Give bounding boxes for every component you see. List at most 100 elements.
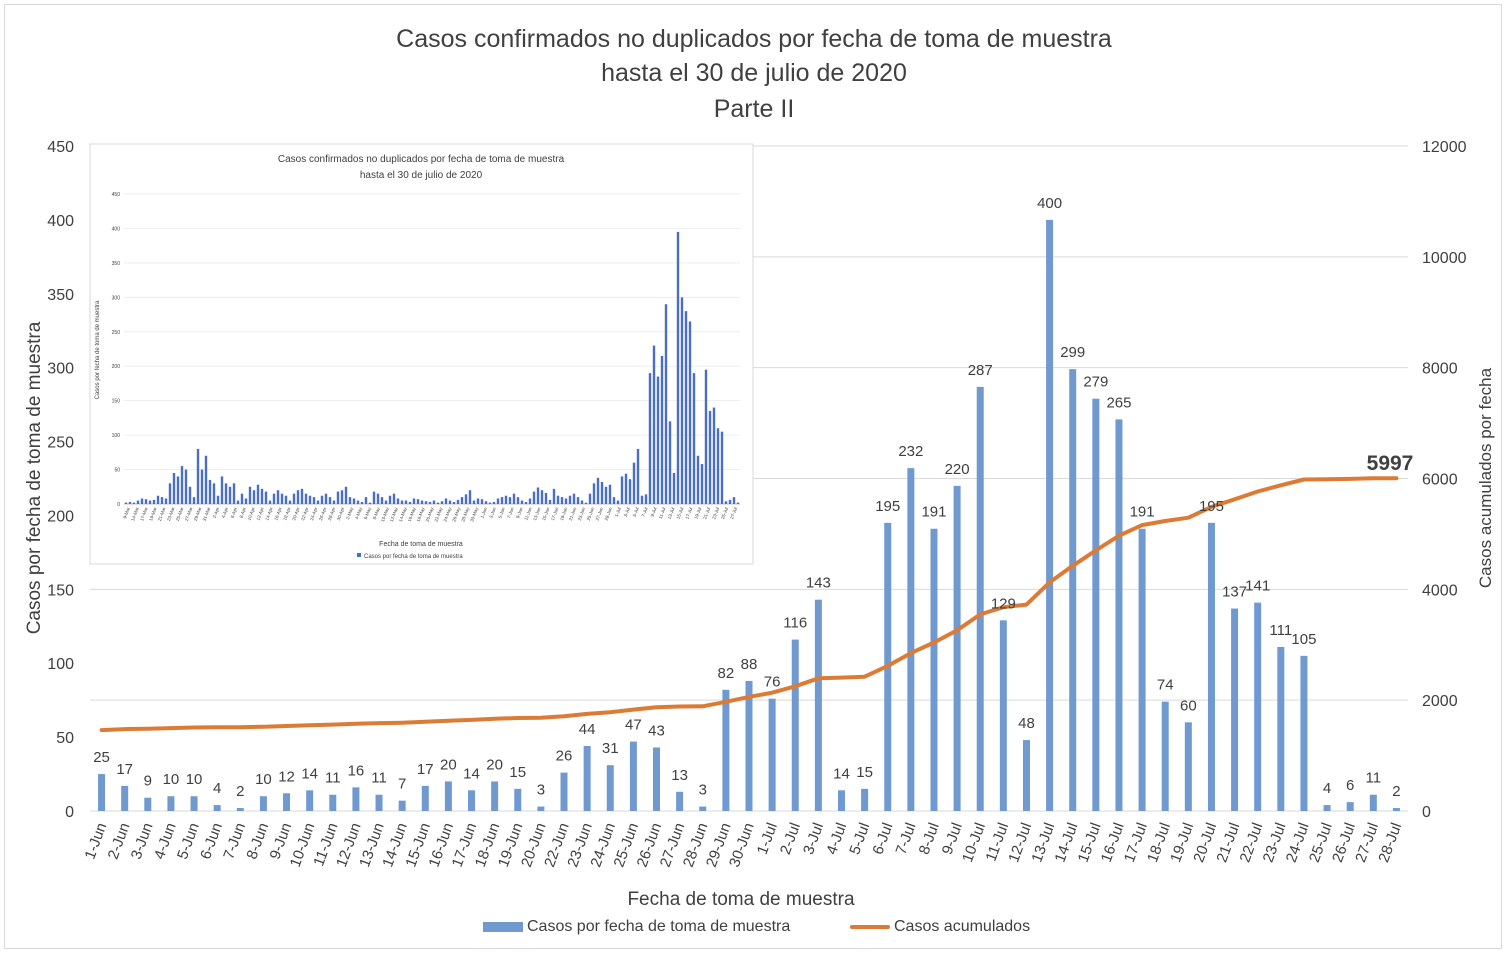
inset-x-tick-label: 5-Jul <box>632 507 640 518</box>
bar-data-label: 74 <box>1157 677 1174 694</box>
inset-bar <box>176 476 180 504</box>
inset-bar <box>144 499 148 504</box>
inset-x-tick-label: 13-Jul <box>667 507 676 520</box>
bar-data-label: 14 <box>833 765 850 782</box>
inset-bar <box>500 497 504 504</box>
inset-bar <box>396 498 400 504</box>
inset-bar <box>504 495 508 504</box>
inset-bar <box>128 501 132 504</box>
bar <box>999 620 1007 811</box>
inset-x-tick-label: 27-Jul <box>729 507 738 520</box>
inset-x-tick-label: 22-May <box>434 506 444 523</box>
inset-x-tick-label: 8-Apr <box>238 506 247 519</box>
bar <box>907 468 915 811</box>
inset-bar <box>328 497 332 504</box>
inset-x-tick-label: 27-Jun <box>595 506 605 521</box>
inset-bar <box>548 499 552 504</box>
y-left-tick-label: 400 <box>47 213 74 230</box>
inset-y-tick-label: 100 <box>112 433 121 439</box>
bar <box>1069 369 1077 811</box>
inset-bar <box>660 355 664 504</box>
inset-bar <box>444 498 448 504</box>
inset-bar <box>292 493 296 504</box>
inset-bar <box>296 490 300 504</box>
inset-bar <box>488 502 492 504</box>
inset-bar <box>616 500 620 504</box>
bar <box>583 745 591 811</box>
inset-bar <box>124 502 128 504</box>
inset-bar <box>212 483 216 504</box>
inset-y-tick-label: 150 <box>112 399 121 405</box>
inset-bar-series <box>124 231 740 504</box>
inset-x-tick-label: 1-Jul <box>614 507 622 518</box>
bar <box>1277 646 1285 811</box>
bar <box>676 791 684 811</box>
inset-legend-swatch <box>357 553 361 557</box>
bar <box>375 794 383 811</box>
inset-bar <box>652 345 656 504</box>
bar-data-label: 129 <box>991 595 1016 612</box>
inset-bar <box>332 500 336 504</box>
y-left-tick-label: 350 <box>47 287 74 304</box>
inset-bar <box>576 497 580 504</box>
inset-x-tick-label: 3-Jul <box>623 507 631 518</box>
bar <box>768 698 776 811</box>
bar-data-label: 4 <box>213 780 221 797</box>
inset-bar <box>160 497 164 504</box>
y-left-tick-label: 50 <box>56 730 74 747</box>
inset-bar <box>468 490 472 504</box>
x-axis-label: Fecha de toma de muestra <box>627 889 854 910</box>
bar-data-label: 14 <box>301 765 318 782</box>
bar <box>329 794 337 811</box>
bar <box>537 806 545 811</box>
inset-x-tick-label: 17-Mar <box>139 506 149 522</box>
inset-bar <box>688 321 692 504</box>
inset-x-tick-label: 26-Apr <box>318 506 327 521</box>
bar-data-label: 141 <box>1245 578 1270 595</box>
bar-data-label: 43 <box>648 722 665 739</box>
bar-data-label: 6 <box>1346 777 1354 794</box>
bar-data-label: 2 <box>236 783 244 800</box>
inset-chart: Casos confirmados no duplicados por fech… <box>89 143 754 565</box>
bar-data-label: 76 <box>764 674 781 691</box>
inset-x-axis: 9-Mar 14-Mar 17-Mar 19-Mar 21-Mar 23-Mar 25-Ma… <box>122 506 738 523</box>
bar <box>1046 219 1054 811</box>
inset-bar <box>668 421 672 504</box>
inset-legend-label: Casos por fecha de toma de muestra <box>364 554 463 560</box>
inset-y-tick-label: 400 <box>112 226 121 232</box>
bar-data-label: 25 <box>93 749 110 766</box>
legend-label-line: Casos acumulados <box>894 918 1031 935</box>
inset-x-tick-label: 11-Jun <box>523 506 532 521</box>
inset-bar <box>268 500 272 504</box>
inset-x-tick-label: 26-May <box>451 506 461 523</box>
bar-data-label: 48 <box>1018 715 1035 732</box>
inset-bar <box>440 501 444 504</box>
inset-bar <box>360 501 364 504</box>
bar <box>121 785 129 811</box>
inset-bar <box>252 490 256 504</box>
bar-data-label: 15 <box>509 764 526 781</box>
cumulative-line <box>99 476 1399 733</box>
inset-x-tick-label: 7-Jun <box>506 506 515 519</box>
inset-bar <box>420 500 424 504</box>
bar <box>491 781 499 811</box>
inset-bar <box>224 483 228 504</box>
bar-data-label: 16 <box>348 762 365 779</box>
bar-data-label: 20 <box>486 756 503 773</box>
inset-x-tick-label: 16-May <box>407 506 417 523</box>
inset-x-tick-label: 14-May <box>398 506 408 523</box>
inset-bar <box>456 499 460 504</box>
inset-bar <box>460 497 464 504</box>
inset-bar <box>592 483 596 504</box>
inset-x-tick-label: 10-Apr <box>247 506 256 521</box>
inset-bar <box>732 497 736 504</box>
bar <box>421 785 429 811</box>
bar <box>1115 419 1123 811</box>
inset-x-tick-label: 10-May <box>380 506 390 523</box>
inset-x-tick-label: 14-Apr <box>264 506 273 521</box>
inset-bar <box>288 500 292 504</box>
inset-bar <box>572 493 576 504</box>
inset-x-tick-label: 6-Apr <box>230 506 239 519</box>
bar <box>699 806 707 811</box>
